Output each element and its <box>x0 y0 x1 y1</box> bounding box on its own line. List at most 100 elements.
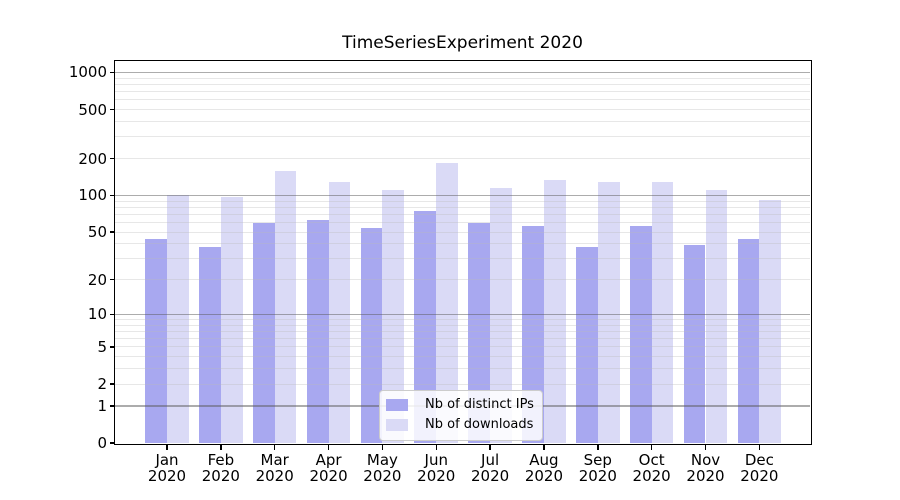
bar-downloads-jun <box>436 163 459 443</box>
x-tick-mark-mar <box>273 444 276 450</box>
x-tick-label-apr: Apr 2020 <box>309 451 348 485</box>
y-axis: 0 1 2 5 10 20 50 100 200 500 1000 <box>0 61 107 452</box>
minor-gridline-2 <box>115 383 810 385</box>
minor-gridline-6 <box>115 338 810 340</box>
x-tick-label-sep: Sep 2020 <box>578 451 617 485</box>
legend: Nb of distinct IPs Nb of downloads <box>379 390 543 441</box>
minor-gridline-400 <box>115 121 810 122</box>
y-tick-mark-10 <box>109 313 115 316</box>
y-tick-mark-100 <box>109 194 115 197</box>
bar-downloads-sep <box>597 181 620 443</box>
minor-gridline-8 <box>115 324 810 326</box>
minor-gridline-90 <box>115 200 810 202</box>
y-tick-label-20: 20 <box>87 270 107 289</box>
bar-downloads-jan <box>167 194 189 443</box>
minor-gridline-3 <box>115 368 810 370</box>
y-tick-mark-5 <box>109 346 115 348</box>
minor-gridline-800 <box>115 83 810 85</box>
bar-ips-mar <box>252 222 275 443</box>
legend-item-downloads: Nb of downloads <box>386 415 534 435</box>
bar-downloads-jul <box>490 187 512 443</box>
legend-label-downloads: Nb of downloads <box>425 417 534 432</box>
minor-gridline-9 <box>115 319 810 320</box>
y-tick-mark-200 <box>109 157 115 160</box>
x-tick-label-dec: Dec 2020 <box>740 451 779 485</box>
legend-item-distinct-ips: Nb of distinct IPs <box>386 395 534 415</box>
y-tick-mark-500 <box>109 108 115 111</box>
minor-gridline-70 <box>115 213 810 215</box>
x-tick-mark-may <box>381 444 384 450</box>
y-tick-mark-1000 <box>109 71 115 74</box>
bar-ips-sep <box>576 246 598 443</box>
y-tick-label-5: 5 <box>97 337 107 356</box>
x-tick-label-feb: Feb 2020 <box>201 451 240 485</box>
x-tick-label-may: May 2020 <box>363 451 402 485</box>
minor-gridline-5 <box>115 346 810 348</box>
bar-ips-dec <box>737 238 760 443</box>
y-tick-label-200: 200 <box>78 149 107 168</box>
bar-ips-jun <box>414 211 437 443</box>
bar-ips-jul <box>468 223 491 443</box>
x-tick-label-mar: Mar 2020 <box>255 451 294 485</box>
y-tick-label-500: 500 <box>78 100 107 119</box>
x-tick-label-jun: Jun 2020 <box>417 451 456 485</box>
minor-gridline-20 <box>115 279 810 281</box>
minor-gridline-50 <box>115 231 810 233</box>
bar-downloads-feb <box>220 197 243 443</box>
x-tick-mark-nov <box>704 444 707 450</box>
minor-gridline-40 <box>115 243 810 245</box>
legend-swatch-distinct-ips <box>386 399 408 411</box>
y-tick-label-1000: 1000 <box>68 63 107 82</box>
y-tick-label-2: 2 <box>97 375 107 394</box>
bar-downloads-nov <box>705 190 728 443</box>
minor-gridline-200 <box>115 158 810 160</box>
y-tick-mark-2 <box>109 383 115 385</box>
x-tick-mark-jul <box>489 444 491 450</box>
plot-area: Nb of distinct IPs Nb of downloads <box>115 61 810 443</box>
x-tick-mark-sep <box>597 444 599 450</box>
x-tick-mark-oct <box>650 444 653 450</box>
y-tick-label-10: 10 <box>87 305 107 324</box>
minor-gridline-7 <box>115 330 810 332</box>
x-tick-mark-apr <box>327 444 330 450</box>
minor-gridline-60 <box>115 222 810 223</box>
bar-ips-nov <box>683 245 706 443</box>
x-tick-label-jan: Jan 2020 <box>147 451 187 485</box>
x-tick-mark-jun <box>435 444 437 450</box>
bar-downloads-dec <box>759 200 782 443</box>
bar-ips-feb <box>199 246 221 443</box>
x-tick-label-nov: Nov 2020 <box>686 451 725 485</box>
major-gridline-100 <box>115 194 810 197</box>
y-tick-label-0: 0 <box>97 434 107 452</box>
y-tick-mark-1 <box>109 405 115 407</box>
bar-downloads-aug <box>543 179 566 443</box>
bar-ips-oct <box>629 226 652 443</box>
y-tick-label-1: 1 <box>97 396 107 415</box>
bar-ips-apr <box>306 219 329 443</box>
x-tick-mark-aug <box>543 444 545 450</box>
minor-gridline-700 <box>115 91 810 93</box>
y-tick-mark-20 <box>109 278 115 281</box>
bar-ips-may <box>360 228 383 443</box>
bar-downloads-may <box>382 189 405 443</box>
x-tick-label-oct: Oct 2020 <box>632 451 671 485</box>
chart-title: TimeSeriesExperiment 2020 <box>342 33 583 53</box>
major-gridline-10 <box>115 313 810 316</box>
bar-downloads-mar <box>274 171 297 443</box>
minor-gridline-900 <box>115 77 810 79</box>
x-tick-mark-feb <box>220 444 222 450</box>
x-tick-mark-dec <box>758 444 761 450</box>
y-tick-mark-0 <box>109 442 115 444</box>
minor-gridline-600 <box>115 99 810 101</box>
bar-downloads-oct <box>651 182 674 443</box>
legend-label-distinct-ips: Nb of distinct IPs <box>425 397 534 412</box>
x-tick-label-aug: Aug 2020 <box>524 451 564 485</box>
x-tick-label-jul: Jul 2020 <box>471 451 510 485</box>
bar-downloads-apr <box>328 181 351 443</box>
bar-ips-jan <box>145 238 167 443</box>
minor-gridline-4 <box>115 356 810 358</box>
minor-gridline-300 <box>115 136 810 138</box>
y-tick-label-50: 50 <box>87 223 107 242</box>
major-gridline-1000 <box>115 71 810 74</box>
